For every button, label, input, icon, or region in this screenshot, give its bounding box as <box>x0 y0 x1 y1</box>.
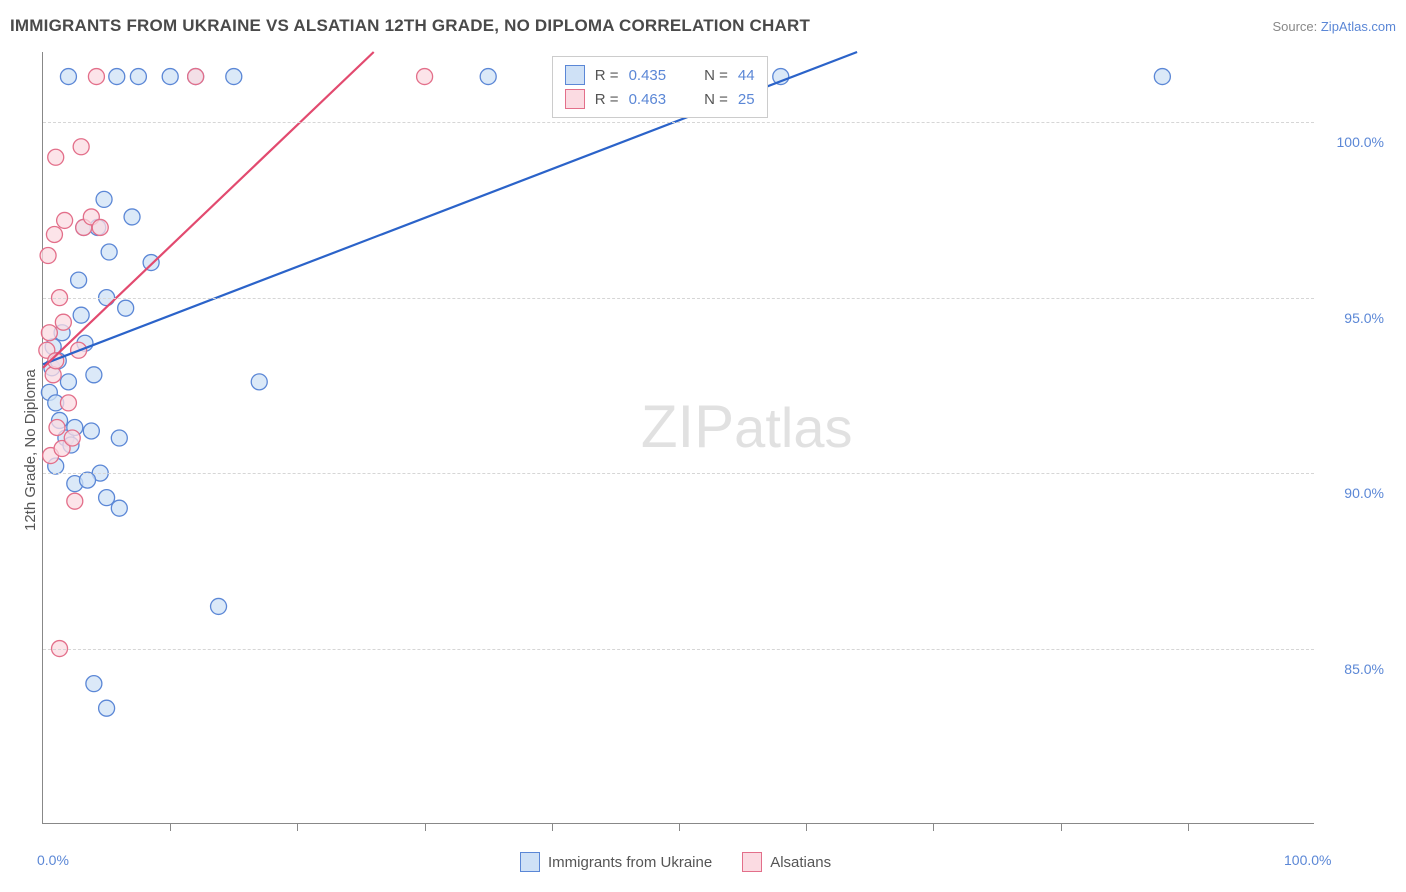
legend-stats-row-ukraine: R = 0.435 N = 44 <box>565 63 755 87</box>
scatter-point-ukraine <box>96 191 112 207</box>
scatter-point-alsatians <box>40 248 56 264</box>
y-axis-label: 12th Grade, No Diploma <box>22 369 39 531</box>
x-axis-max-label: 100.0% <box>1284 852 1331 868</box>
gridline-horizontal <box>43 122 1314 123</box>
y-tick-label: 95.0% <box>1324 310 1384 326</box>
bottom-legend-label: Immigrants from Ukraine <box>548 854 712 871</box>
x-tick <box>933 823 934 831</box>
scatter-point-alsatians <box>88 69 104 85</box>
scatter-point-ukraine <box>73 307 89 323</box>
scatter-point-ukraine <box>109 69 125 85</box>
scatter-point-alsatians <box>55 314 71 330</box>
scatter-point-alsatians <box>73 139 89 155</box>
scatter-point-alsatians <box>188 69 204 85</box>
scatter-point-ukraine <box>86 676 102 692</box>
scatter-svg <box>43 52 1315 824</box>
source-link[interactable]: ZipAtlas.com <box>1321 19 1396 34</box>
y-tick-label: 85.0% <box>1324 661 1384 677</box>
scatter-point-alsatians <box>60 395 76 411</box>
legend-r-label: R = <box>595 67 619 84</box>
x-tick <box>297 823 298 831</box>
bottom-legend-label: Alsatians <box>770 854 831 871</box>
legend-swatch-alsatians <box>565 89 585 109</box>
chart-container: IMMIGRANTS FROM UKRAINE VS ALSATIAN 12TH… <box>0 0 1406 892</box>
scatter-point-alsatians <box>46 226 62 242</box>
scatter-point-ukraine <box>118 300 134 316</box>
legend-swatch-ukraine <box>520 852 540 872</box>
legend-n-value: 25 <box>738 91 755 108</box>
x-tick <box>1188 823 1189 831</box>
scatter-point-ukraine <box>1154 69 1170 85</box>
legend-r-label: R = <box>595 91 619 108</box>
gridline-horizontal <box>43 649 1314 650</box>
scatter-point-ukraine <box>226 69 242 85</box>
legend-stats-row-alsatians: R = 0.463 N = 25 <box>565 87 755 111</box>
legend-swatch-ukraine <box>565 65 585 85</box>
scatter-point-ukraine <box>111 430 127 446</box>
x-tick <box>679 823 680 831</box>
gridline-horizontal <box>43 473 1314 474</box>
title-bar: IMMIGRANTS FROM UKRAINE VS ALSATIAN 12TH… <box>10 16 1396 36</box>
scatter-point-ukraine <box>101 244 117 260</box>
legend-stats-box: R = 0.435 N = 44 R = 0.463 N = 25 <box>552 56 768 118</box>
scatter-point-alsatians <box>417 69 433 85</box>
x-tick <box>425 823 426 831</box>
chart-title: IMMIGRANTS FROM UKRAINE VS ALSATIAN 12TH… <box>10 16 810 36</box>
scatter-point-ukraine <box>71 272 87 288</box>
scatter-point-ukraine <box>80 472 96 488</box>
scatter-point-alsatians <box>49 419 65 435</box>
plot-area: ZIPatlas R = 0.435N = 44R = 0.463N = 25 … <box>42 52 1314 824</box>
legend-n-label: N = <box>704 91 728 108</box>
scatter-point-alsatians <box>41 325 57 341</box>
scatter-point-alsatians <box>48 149 64 165</box>
scatter-point-ukraine <box>99 490 115 506</box>
scatter-point-alsatians <box>64 430 80 446</box>
gridline-horizontal <box>43 298 1314 299</box>
scatter-point-ukraine <box>211 598 227 614</box>
scatter-point-alsatians <box>67 493 83 509</box>
scatter-point-alsatians <box>45 367 61 383</box>
x-tick <box>170 823 171 831</box>
scatter-point-alsatians <box>92 219 108 235</box>
source-label: Source: ZipAtlas.com <box>1272 19 1396 34</box>
scatter-point-ukraine <box>83 423 99 439</box>
y-tick-label: 100.0% <box>1324 134 1384 150</box>
scatter-point-ukraine <box>124 209 140 225</box>
scatter-point-alsatians <box>57 212 73 228</box>
scatter-point-ukraine <box>111 500 127 516</box>
scatter-point-ukraine <box>130 69 146 85</box>
scatter-point-ukraine <box>60 374 76 390</box>
scatter-point-ukraine <box>251 374 267 390</box>
y-tick-label: 90.0% <box>1324 485 1384 501</box>
x-axis-min-label: 0.0% <box>37 852 69 868</box>
bottom-legend-item-ukraine: Immigrants from Ukraine <box>520 852 712 872</box>
scatter-point-ukraine <box>143 255 159 271</box>
x-tick <box>806 823 807 831</box>
scatter-point-ukraine <box>162 69 178 85</box>
legend-r-value: 0.435 <box>629 67 667 84</box>
legend-n-value: 44 <box>738 67 755 84</box>
legend-swatch-alsatians <box>742 852 762 872</box>
legend-n-label: N = <box>704 67 728 84</box>
x-tick <box>1061 823 1062 831</box>
x-tick <box>552 823 553 831</box>
scatter-point-ukraine <box>99 700 115 716</box>
bottom-legend-item-alsatians: Alsatians <box>742 852 831 872</box>
scatter-point-ukraine <box>86 367 102 383</box>
bottom-legend: Immigrants from Ukraine Alsatians <box>520 852 831 872</box>
scatter-point-ukraine <box>480 69 496 85</box>
legend-r-value: 0.463 <box>629 91 667 108</box>
source-prefix: Source: <box>1272 19 1320 34</box>
scatter-point-ukraine <box>60 69 76 85</box>
